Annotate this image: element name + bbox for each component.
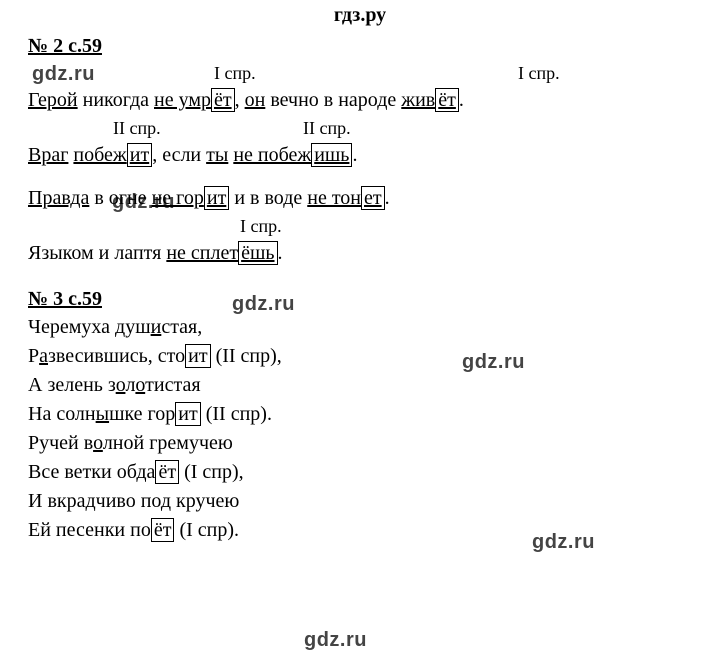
text: (I спр),	[179, 461, 244, 483]
text: ,	[235, 89, 245, 111]
subject: Герой	[28, 89, 78, 111]
conjugation-label: I спр.	[214, 64, 256, 82]
suffix-box: ёт	[151, 518, 175, 542]
poem-line: Все ветки обдаёт (I спр),	[28, 460, 720, 485]
text: , если	[152, 144, 206, 166]
annotation-row: I спр.	[28, 217, 720, 237]
text: Языком и лаптя	[28, 242, 166, 264]
exercise-2-title: № 2 с.59	[28, 35, 720, 58]
content: № 2 с.59 gdz.ru I спр. I спр. Герой нико…	[0, 35, 720, 543]
suffix-box: ит	[175, 402, 200, 426]
text: А зелень з	[28, 374, 116, 396]
text: И вкрадчиво под кручею	[28, 490, 239, 512]
suffix-box: ит	[204, 186, 229, 210]
text: .	[385, 187, 390, 209]
poem-line: И вкрадчиво под кручею	[28, 489, 720, 514]
exercise-line: Языком и лаптя не сплетёшь.	[28, 241, 720, 266]
text: звесившись, сто	[48, 345, 185, 367]
poem-line: Развесившись, стоит (II спр),	[28, 344, 720, 369]
stressed-letter: и	[151, 316, 162, 338]
text: Все ветки обда	[28, 461, 155, 483]
subject: ты	[206, 144, 228, 166]
text: и в воде	[229, 187, 307, 209]
exercise-3-title: № 3 с.59	[28, 288, 720, 311]
text: шке гор	[109, 403, 175, 425]
conjugation-label: I спр.	[518, 64, 560, 82]
text: .	[459, 89, 464, 111]
text: вечно в народе	[265, 89, 401, 111]
text: .	[278, 242, 283, 264]
verb: не сплет	[166, 242, 238, 264]
verb: жив	[401, 89, 435, 111]
subject: он	[245, 89, 266, 111]
conjugation-label: II спр.	[113, 119, 161, 137]
poem-line: Ей песенки поёт (I спр).	[28, 518, 720, 543]
subject: Враг	[28, 144, 68, 166]
stressed-letter: о	[93, 432, 103, 454]
verb: не гор	[152, 187, 204, 209]
text: л	[125, 374, 135, 396]
conjugation-label: I спр.	[240, 217, 282, 235]
suffix-box: ёт	[211, 88, 235, 112]
verb: не умр	[154, 89, 211, 111]
text: (II спр),	[211, 345, 282, 367]
text: На солн	[28, 403, 96, 425]
page-header: гдз.ру	[0, 0, 720, 29]
poem-line: На солнышке горит (II спр).	[28, 402, 720, 427]
verb: не тон	[307, 187, 361, 209]
suffix-box: ёшь	[238, 241, 277, 265]
text: Ей песенки по	[28, 519, 151, 541]
annotation-row: II спр. II спр.	[28, 119, 720, 139]
text: никогда	[78, 89, 154, 111]
exercise-line: Правда в огне не горит и в воде не тонет…	[28, 186, 720, 211]
annotation-row: I спр. I спр.	[28, 64, 720, 84]
text: (II спр).	[201, 403, 272, 425]
suffix-box: ишь	[311, 143, 352, 167]
suffix-box: ёт	[435, 88, 459, 112]
poem-line: Черемуха душистая,	[28, 315, 720, 340]
text: Ручей в	[28, 432, 93, 454]
poem-line: Ручей волной гремучею	[28, 431, 720, 456]
suffix-box: ет	[361, 186, 385, 210]
text: .	[352, 144, 357, 166]
text: стая,	[161, 316, 202, 338]
stressed-letter: о	[135, 374, 145, 396]
stressed-letter: о	[116, 374, 126, 396]
text: тистая	[145, 374, 200, 396]
stressed-letter: ы	[96, 403, 109, 425]
suffix-box: ёт	[155, 460, 179, 484]
text: (I спр).	[174, 519, 239, 541]
text: в огне	[89, 187, 151, 209]
exercise-line: Герой никогда не умрёт, он вечно в народ…	[28, 88, 720, 113]
suffix-box: ит	[185, 344, 210, 368]
text: Черемуха душ	[28, 316, 151, 338]
verb: не побеж	[233, 144, 311, 166]
poem-line: А зелень золотистая	[28, 373, 720, 398]
suffix-box: ит	[127, 143, 152, 167]
text: Р	[28, 345, 39, 367]
subject: Правда	[28, 187, 89, 209]
exercise-line: Враг побежит, если ты не побежишь.	[28, 143, 720, 168]
stressed-letter: а	[39, 345, 48, 367]
verb: побеж	[73, 144, 126, 166]
text: лной гремучею	[103, 432, 233, 454]
conjugation-label: II спр.	[303, 119, 351, 137]
